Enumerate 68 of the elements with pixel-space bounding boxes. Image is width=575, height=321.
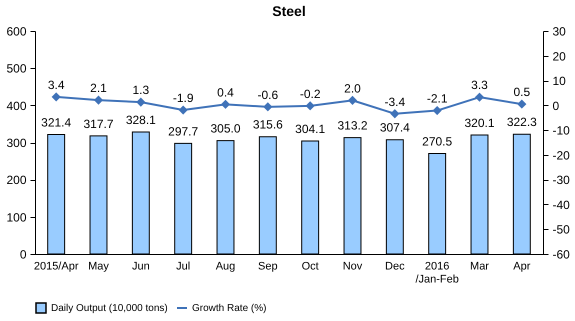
y-tick-label: 300 [6, 136, 27, 150]
data-label: 270.5 [422, 134, 453, 148]
y-tick-label: 500 [6, 62, 27, 76]
x-tick-label: Jun [132, 260, 150, 272]
x-tick-label: 2015/Apr [34, 260, 79, 272]
data-label: 328.1 [126, 113, 156, 128]
y-tick-label: 100 [6, 210, 27, 224]
point [52, 92, 60, 102]
data-label: 317.7 [83, 116, 114, 131]
legend-label: Daily Output (10,000 tons) [51, 303, 168, 314]
data-label: 3.3 [471, 78, 488, 92]
y2-tick-label: -50 [552, 222, 570, 237]
data-label: 297.7 [168, 124, 199, 138]
y-tick-label: 0 [20, 248, 27, 262]
point [475, 92, 484, 102]
point [306, 102, 314, 110]
data-label: 0.5 [513, 85, 530, 100]
x-tick-label: Nov [342, 260, 363, 272]
data-label: 313.2 [337, 118, 368, 133]
point [518, 100, 526, 108]
y-tick-label: 200 [6, 173, 27, 188]
point [433, 106, 442, 115]
x-tick-label: Dec [385, 260, 406, 272]
x-tick-label: Mar [470, 260, 490, 272]
data-label: 321.4 [41, 116, 72, 130]
point [94, 96, 103, 104]
data-label: 2.0 [344, 81, 362, 96]
data-label: -0.2 [300, 86, 321, 101]
x-tick-label: Sep [258, 260, 278, 272]
data-label: 1.3 [132, 83, 150, 98]
data-label: 2.1 [90, 81, 108, 96]
y2-tick-label: -30 [552, 173, 570, 188]
point [179, 106, 188, 114]
y2-tick-label: -20 [552, 148, 570, 162]
point [390, 110, 399, 118]
data-label: 320.1 [464, 116, 495, 130]
y2-tick-label: 30 [552, 24, 566, 38]
y2-tick-label: 10 [552, 74, 566, 88]
chart-title: Steel [272, 3, 306, 19]
y2-tick-label: -60 [552, 248, 570, 262]
x-tick-label: Aug [216, 260, 236, 272]
x-tick-label: 2016 /Jan-Feb [415, 260, 459, 286]
data-label: 305.0 [210, 122, 241, 136]
data-label: 322.3 [506, 115, 538, 130]
data-label: -3.4 [384, 94, 406, 109]
x-tick-label: Jul [176, 260, 190, 272]
y2-tick-label: 20 [552, 49, 566, 64]
data-label: -2.1 [426, 92, 448, 106]
data-label: -0.6 [257, 88, 278, 102]
y2-tick-label: -40 [552, 198, 570, 212]
data-label: -1.9 [172, 91, 194, 106]
data-label: 3.4 [48, 78, 65, 92]
data-label: 0.4 [217, 85, 234, 100]
y2-tick-label: 0 [552, 98, 560, 113]
point [264, 102, 272, 111]
point [136, 98, 145, 106]
data-label: 304.1 [295, 122, 326, 136]
x-tick-label: Apr [513, 260, 531, 272]
y-tick-label: 400 [6, 98, 27, 113]
point [221, 100, 230, 109]
data-label: 307.4 [380, 120, 410, 135]
legend-label: Growth Rate (%) [192, 303, 266, 314]
y2-tick-label: -10 [552, 124, 570, 138]
x-tick-label: Oct [302, 260, 319, 272]
x-tick-label: May [88, 260, 110, 272]
data-label: 315.6 [252, 118, 284, 132]
point [348, 96, 357, 105]
y-tick-label: 600 [6, 24, 27, 38]
